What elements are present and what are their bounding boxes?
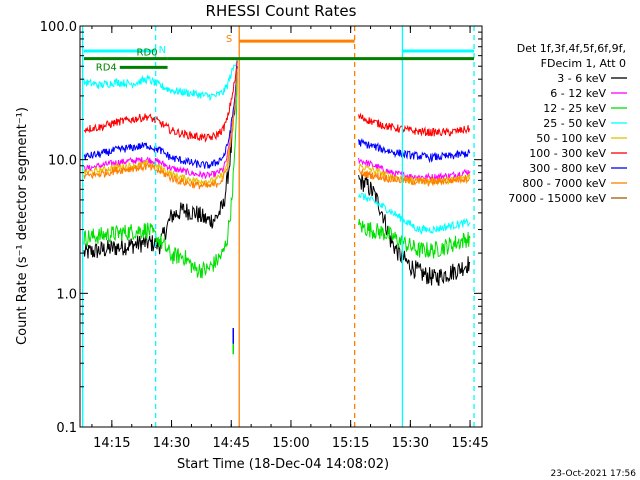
series-line-12-25-kev-seg1 <box>358 218 471 259</box>
y-tick-label-10-0: 10.0 <box>48 154 77 169</box>
legend-title-line-1: FDecim 1, Att 0 <box>541 57 626 70</box>
state-bar-label-rd4: RD4 <box>96 62 117 73</box>
series-line-12-25-kev-seg0 <box>83 79 238 279</box>
x-axis-label: Start Time (18-Dec-04 14:08:02) <box>177 457 389 472</box>
y-tick-label-0-1: 0.1 <box>56 421 77 436</box>
x-tick-label-15-00: 15:00 <box>272 436 309 451</box>
legend-label-100-300-kev: 100 - 300 keV <box>529 147 606 160</box>
plot-frame <box>79 25 483 428</box>
render-timestamp: 23-Oct-2021 17:56 <box>551 469 637 479</box>
y-tick-label-1-0: 1.0 <box>56 287 77 302</box>
series-line-3-6-kev-seg1 <box>358 174 471 287</box>
axes: 14:15 14:30 14:45 15:00 15:15 15:30 15:45 0.1 1.… <box>40 20 489 451</box>
legend-title-line-0: Det 1f,3f,4f,5f,6f,9f, <box>517 42 626 55</box>
state-bar-label-rd0: RD0 <box>137 48 158 59</box>
legend-label-800-7000-kev: 800 - 7000 keV <box>522 177 606 190</box>
series-line-800-7000-kev-seg0 <box>83 68 238 190</box>
y-axis-label: Count Rate (s⁻¹ detector segment⁻¹) <box>15 107 30 345</box>
legend-label-7000-15000-kev: 7000 - 15000 keV <box>508 192 606 205</box>
legend: Det 1f,3f,4f,5f,6f,9f, FDecim 1, Att 0 3 -… <box>508 42 627 205</box>
series-line-6-12-kev-seg1 <box>358 157 471 182</box>
x-tick-label-15-30: 15:30 <box>392 436 429 451</box>
series-line-100-300-kev-seg0 <box>83 60 238 143</box>
series-line-100-300-kev-seg1 <box>358 112 471 137</box>
x-tick-label-14-30: 14:30 <box>153 436 190 451</box>
x-tick-label-14-15: 14:15 <box>93 436 130 451</box>
series-lines <box>83 57 471 287</box>
legend-label-50-100-kev: 50 - 100 keV <box>536 132 606 145</box>
x-tick-label-15-45: 15:45 <box>451 436 488 451</box>
legend-label-3-6-kev: 3 - 6 keV <box>557 72 606 85</box>
state-bar-label-s: S <box>226 34 232 45</box>
legend-label-6-12-kev: 6 - 12 keV <box>550 87 606 100</box>
series-line-6-12-kev-seg0 <box>83 60 238 180</box>
state-bar-label-n: N <box>159 45 166 56</box>
series-line-300-800-kev-seg0 <box>83 66 238 169</box>
chart-title: RHESSI Count Rates <box>206 2 357 20</box>
series-line-25-50-kev-seg0 <box>83 57 238 102</box>
series-line-300-800-kev-seg1 <box>358 137 471 164</box>
x-tick-label-15-15: 15:15 <box>332 436 369 451</box>
x-tick-label-14-45: 14:45 <box>213 436 250 451</box>
legend-label-25-50-kev: 25 - 50 keV <box>543 117 606 130</box>
y-tick-label-100-0: 100.0 <box>40 20 77 35</box>
series-line-800-7000-kev-seg1 <box>358 168 471 188</box>
legend-label-300-800-kev: 300 - 800 keV <box>529 162 606 175</box>
legend-label-12-25-kev: 12 - 25 keV <box>543 102 606 115</box>
series-line-25-50-kev-seg1 <box>358 192 471 235</box>
